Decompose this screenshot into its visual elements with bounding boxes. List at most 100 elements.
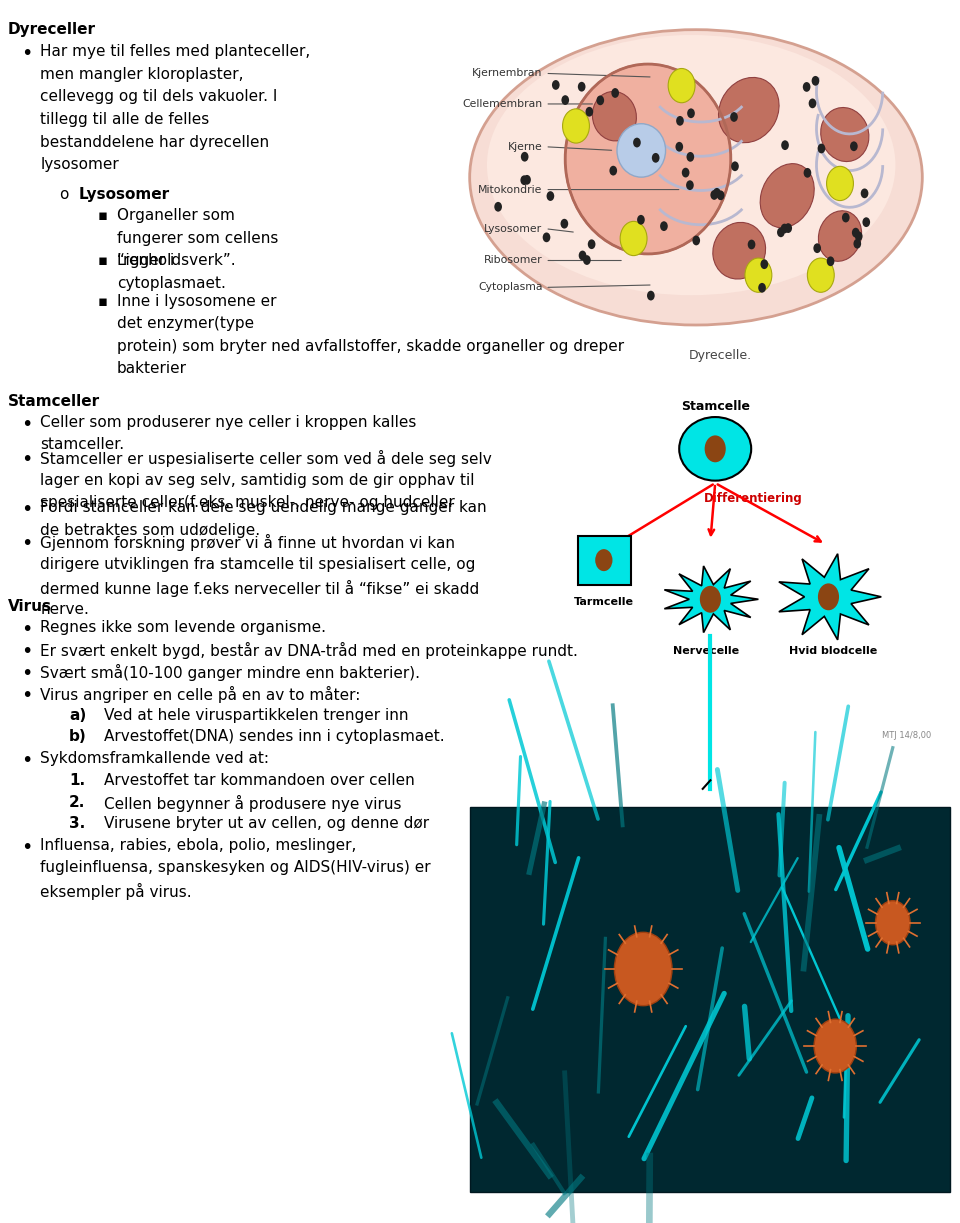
Text: ▪: ▪ (98, 208, 108, 223)
Text: Nervecelle: Nervecelle (673, 646, 738, 656)
Circle shape (588, 240, 595, 249)
Text: •: • (21, 751, 33, 770)
Circle shape (748, 240, 756, 249)
Text: •: • (21, 450, 33, 470)
Text: Virusene bryter ut av cellen, og denne dør: Virusene bryter ut av cellen, og denne d… (104, 816, 429, 830)
Circle shape (827, 257, 834, 267)
Text: “renholdsverk”.: “renholdsverk”. (117, 253, 237, 268)
Text: Ribosomer: Ribosomer (484, 256, 542, 265)
Circle shape (687, 109, 695, 119)
Text: Cytoplasma: Cytoplasma (478, 283, 542, 292)
Text: Gjennom forskning prøver vi å finne ut hvordan vi kan: Gjennom forskning prøver vi å finne ut h… (40, 534, 455, 552)
Text: Svært små(10-100 ganger mindre enn bakterier).: Svært små(10-100 ganger mindre enn bakte… (40, 664, 420, 681)
Circle shape (700, 586, 721, 613)
Ellipse shape (821, 108, 869, 161)
Circle shape (827, 166, 853, 201)
Text: •: • (21, 620, 33, 640)
Circle shape (758, 283, 766, 292)
Text: Kjernembran: Kjernembran (472, 68, 542, 78)
Text: Tarmcelle: Tarmcelle (574, 597, 634, 607)
Polygon shape (664, 566, 758, 632)
Circle shape (647, 291, 655, 301)
Circle shape (561, 219, 568, 229)
Text: •: • (21, 838, 33, 857)
Text: dirigere utviklingen fra stamcelle til spesialisert celle, og: dirigere utviklingen fra stamcelle til s… (40, 558, 476, 572)
Circle shape (804, 168, 811, 177)
Circle shape (614, 932, 672, 1005)
Text: b): b) (69, 729, 86, 744)
Text: ▪: ▪ (98, 253, 108, 268)
Text: Lysosomer: Lysosomer (484, 224, 542, 234)
Circle shape (563, 109, 589, 143)
Text: Cellemembran: Cellemembran (463, 99, 542, 109)
Text: Lysosomer: Lysosomer (79, 187, 170, 202)
Ellipse shape (617, 124, 665, 177)
Text: ▪: ▪ (98, 294, 108, 308)
Circle shape (852, 227, 859, 237)
Circle shape (676, 142, 684, 152)
Text: Cellen begynner å produsere nye virus: Cellen begynner å produsere nye virus (104, 795, 401, 812)
Circle shape (521, 152, 529, 161)
Text: •: • (21, 642, 33, 662)
Circle shape (562, 95, 569, 105)
Text: Ved at hele viruspartikkelen trenger inn: Ved at hele viruspartikkelen trenger inn (104, 708, 408, 723)
Circle shape (855, 231, 863, 241)
Text: fugleinfluensa, spanskesyken og AIDS(HIV-virus) er: fugleinfluensa, spanskesyken og AIDS(HIV… (40, 861, 431, 876)
Text: dermed kunne lage f.eks nerveceller til å “fikse” ei skadd: dermed kunne lage f.eks nerveceller til … (40, 580, 480, 597)
Circle shape (686, 180, 694, 190)
Text: Influensa, rabies, ebola, polio, meslinger,: Influensa, rabies, ebola, polio, mesling… (40, 838, 357, 852)
Ellipse shape (592, 92, 636, 141)
Text: Inne i lysosomene er: Inne i lysosomene er (117, 294, 276, 308)
Text: fungerer som cellens: fungerer som cellens (117, 230, 278, 246)
Text: bestanddelene har dyrecellen: bestanddelene har dyrecellen (40, 135, 270, 149)
Text: stamceller.: stamceller. (40, 437, 125, 453)
Text: Ligger i: Ligger i (117, 253, 175, 268)
Circle shape (520, 175, 528, 185)
Text: •: • (21, 500, 33, 520)
Circle shape (811, 76, 819, 86)
Circle shape (813, 243, 821, 253)
Circle shape (552, 79, 560, 89)
Text: Dyreceller: Dyreceller (8, 22, 96, 37)
Circle shape (494, 202, 502, 212)
Text: lager en kopi av seg selv, samtidig som de gir opphav til: lager en kopi av seg selv, samtidig som … (40, 472, 475, 488)
Polygon shape (779, 554, 881, 640)
Circle shape (807, 258, 834, 292)
Circle shape (596, 95, 604, 105)
Text: Har mye til felles med planteceller,: Har mye til felles med planteceller, (40, 44, 311, 59)
Text: spesialiserte celler(f.eks. muskel-, nerve- og hudceller: spesialiserte celler(f.eks. muskel-, ner… (40, 495, 455, 510)
Text: •: • (21, 415, 33, 434)
Circle shape (578, 82, 586, 92)
Text: Er svært enkelt bygd, består av DNA-tråd med en proteinkappe rundt.: Er svært enkelt bygd, består av DNA-tråd… (40, 642, 578, 659)
Text: Kjerne: Kjerne (508, 142, 542, 152)
Circle shape (686, 152, 694, 161)
Text: 2.: 2. (69, 795, 85, 810)
Circle shape (808, 99, 816, 109)
Circle shape (542, 232, 550, 242)
Circle shape (784, 224, 792, 234)
Circle shape (731, 113, 738, 122)
Ellipse shape (565, 64, 731, 254)
Text: Sykdomsframkallende ved at:: Sykdomsframkallende ved at: (40, 751, 270, 766)
Circle shape (717, 191, 725, 201)
Text: Arvestoffet tar kommandoen over cellen: Arvestoffet tar kommandoen over cellen (104, 773, 415, 788)
Circle shape (610, 166, 617, 176)
Circle shape (523, 175, 531, 185)
Circle shape (745, 258, 772, 292)
Text: bakterier: bakterier (117, 362, 187, 377)
Circle shape (732, 161, 739, 171)
Text: Regnes ikke som levende organisme.: Regnes ikke som levende organisme. (40, 620, 326, 635)
Text: Virus angriper en celle på en av to måter:: Virus angriper en celle på en av to måte… (40, 686, 361, 703)
Text: a): a) (69, 708, 86, 723)
Text: eksempler på virus.: eksempler på virus. (40, 883, 192, 900)
Text: Arvestoffet(DNA) sendes inn i cytoplasmaet.: Arvestoffet(DNA) sendes inn i cytoplasma… (104, 729, 444, 744)
Circle shape (705, 435, 726, 462)
Text: lysosomer: lysosomer (40, 158, 119, 172)
Text: men mangler kloroplaster,: men mangler kloroplaster, (40, 66, 244, 82)
Circle shape (781, 141, 789, 150)
Ellipse shape (713, 223, 765, 279)
FancyBboxPatch shape (578, 536, 631, 585)
Text: Celler som produserer nye celler i kroppen kalles: Celler som produserer nye celler i kropp… (40, 415, 417, 429)
Text: de betraktes som udødelige.: de betraktes som udødelige. (40, 523, 260, 538)
Circle shape (652, 153, 660, 163)
